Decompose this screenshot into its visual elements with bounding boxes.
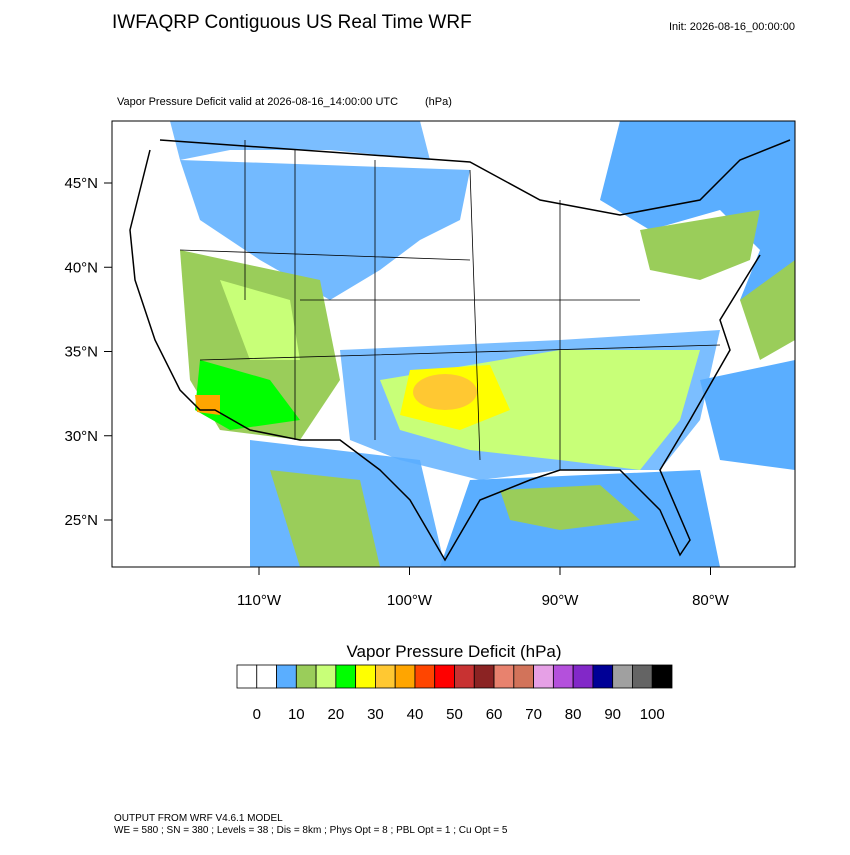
colorbar-swatch <box>592 664 614 689</box>
map: 110°W 100°W 90°W 80°W 45°N 40°N 35°N 30°N 25°N <box>64 120 796 609</box>
colorbar-tick-label: 80 <box>565 706 582 723</box>
y-tick-label: 45°N <box>64 175 98 192</box>
units: (hPa) <box>425 96 452 108</box>
colorbar-swatch <box>612 664 633 689</box>
colorbar-title: Vapor Pressure Deficit (hPa) <box>346 642 561 661</box>
colorbar-tick-label: 60 <box>486 706 503 723</box>
colorbar-swatch <box>315 664 337 689</box>
gulfstream <box>700 360 795 470</box>
colorbar-swatch <box>572 664 594 689</box>
colorbar-swatch <box>651 664 673 689</box>
colorbar-swatch <box>295 664 317 689</box>
colorbar-swatch <box>355 664 376 689</box>
title: IWFAQRP Contiguous US Real Time WRF <box>112 12 472 33</box>
northern-plains <box>180 160 470 300</box>
colorbar-tick-label: 50 <box>446 706 463 723</box>
colorbar-tick-label: 0 <box>253 706 261 723</box>
footer-line: OUTPUT FROM WRF V4.6.1 MODEL <box>114 813 283 824</box>
colorbar-swatch <box>493 664 515 689</box>
map-frame <box>111 120 796 568</box>
x-tick-label: 100°W <box>387 592 433 609</box>
colorbar-tick-label: 70 <box>525 706 542 723</box>
pacific <box>112 121 330 567</box>
gulf-dry <box>500 485 640 530</box>
colorbar-swatch <box>375 664 396 689</box>
x-tick-label: 80°W <box>692 592 730 609</box>
desert-hot <box>195 395 220 415</box>
colorbar-swatch <box>394 664 416 689</box>
y-tick-label: 35°N <box>64 344 98 361</box>
desert <box>195 360 300 430</box>
colorbar-tick-label: 30 <box>367 706 384 723</box>
colorbar-swatch <box>454 664 475 689</box>
colorbar-swatch <box>473 664 495 689</box>
colorbar-swatch <box>552 664 574 689</box>
colorbar-swatch <box>434 664 455 689</box>
colorbar-swatch <box>513 664 534 689</box>
y-tick-label: 30°N <box>64 428 98 445</box>
colorbar-tick-label: 40 <box>407 706 424 723</box>
atlantic-dry <box>740 260 795 360</box>
colorbar-swatch <box>632 664 653 689</box>
footer-line: WE = 580 ; SN = 380 ; Levels = 38 ; Dis … <box>114 825 508 836</box>
colorbar-swatch <box>335 664 357 689</box>
colorbar-swatch <box>276 664 297 689</box>
init-time: Init: 2026-08-16_00:00:00 <box>669 21 795 33</box>
mexico-dry <box>270 470 380 567</box>
subtitle: Vapor Pressure Deficit valid at 2026-08-… <box>117 96 398 108</box>
colorbar-swatch <box>414 664 436 689</box>
colorbar: 0 10 20 30 40 50 60 70 80 90 100 <box>236 664 673 723</box>
y-tick-label: 40°N <box>64 259 98 276</box>
colorbar-swatch <box>256 664 277 689</box>
coastline <box>129 139 791 562</box>
colorbar-tick-label: 10 <box>288 706 305 723</box>
utah-dry <box>220 280 300 360</box>
atlantic-moist <box>600 121 795 330</box>
canada-moist <box>170 121 430 160</box>
state-lines <box>179 140 721 470</box>
y-tick-label: 25°N <box>64 512 98 529</box>
northeast <box>640 210 760 280</box>
colorbar-swatch <box>533 664 554 689</box>
colorbar-tick-label: 90 <box>604 706 621 723</box>
colorbar-swatch <box>236 664 258 689</box>
x-tick-label: 90°W <box>542 592 580 609</box>
oklahoma-core <box>413 374 477 410</box>
colorbar-tick-label: 20 <box>328 706 345 723</box>
colorbar-tick-label: 100 <box>640 706 665 723</box>
x-tick-label: 110°W <box>237 592 282 609</box>
